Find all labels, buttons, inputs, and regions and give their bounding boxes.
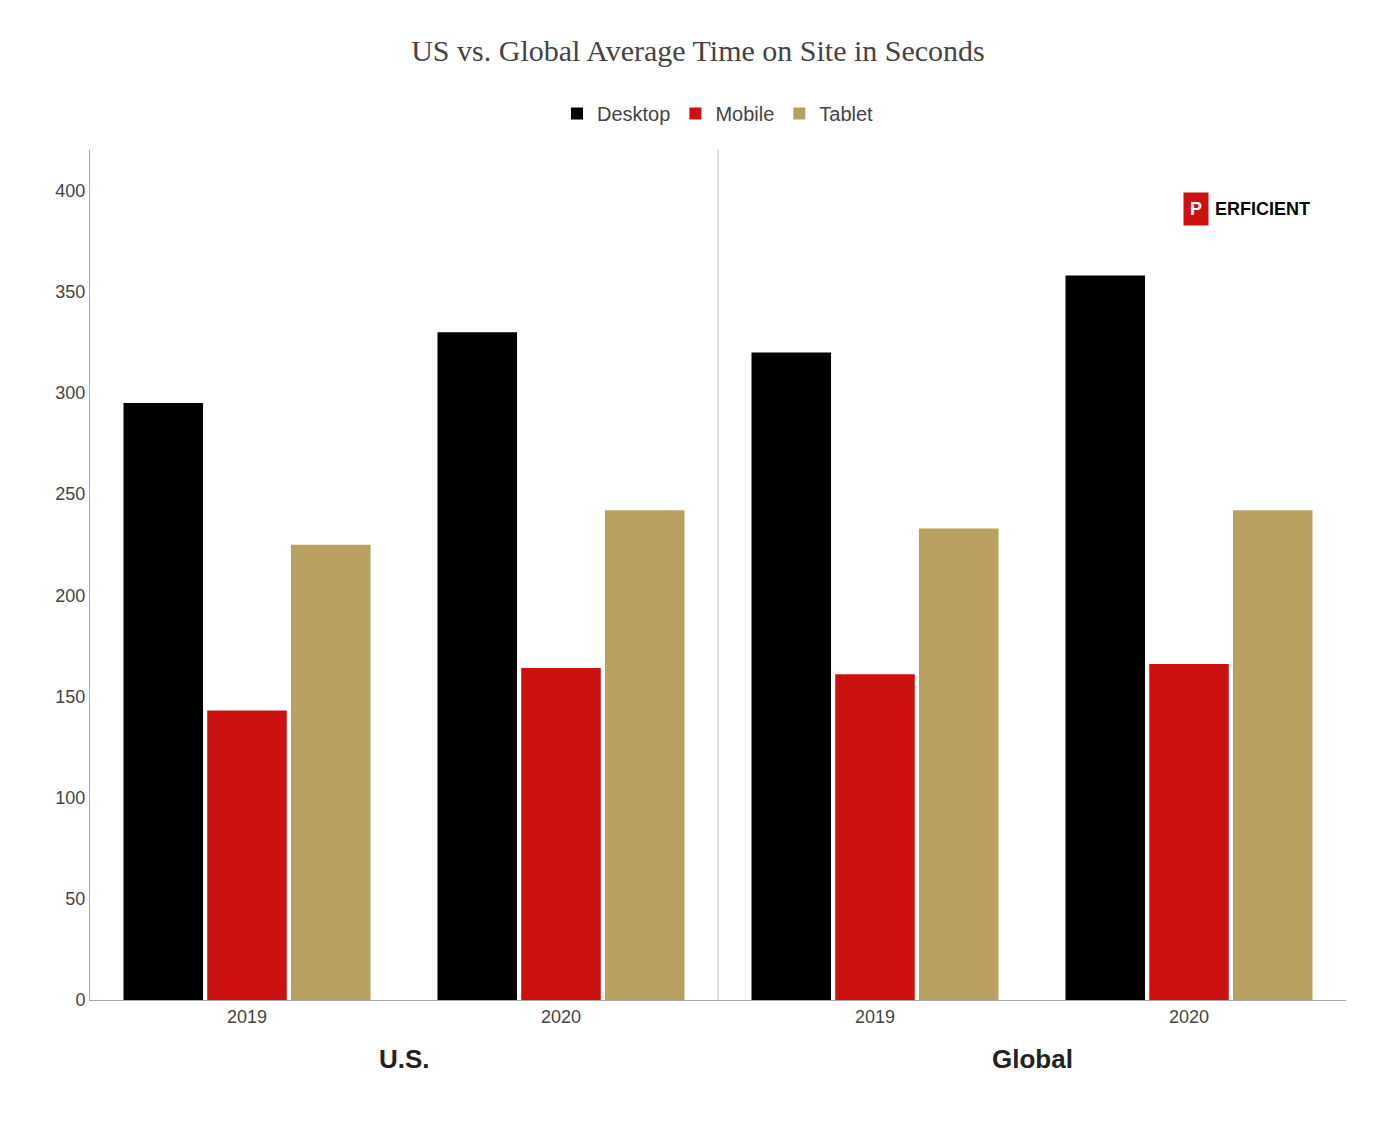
svg-text:2020: 2020 xyxy=(1169,1007,1209,1027)
svg-text:350: 350 xyxy=(55,282,85,302)
svg-text:50: 50 xyxy=(65,889,85,909)
svg-text:200: 200 xyxy=(55,586,85,606)
svg-text:P: P xyxy=(1190,199,1202,219)
svg-text:400: 400 xyxy=(55,181,85,201)
svg-text:Desktop: Desktop xyxy=(597,103,670,125)
svg-text:2020: 2020 xyxy=(541,1007,581,1027)
svg-text:Global: Global xyxy=(992,1044,1073,1074)
svg-text:Mobile: Mobile xyxy=(715,103,774,125)
svg-text:U.S.: U.S. xyxy=(379,1044,430,1074)
svg-text:ERFICIENT: ERFICIENT xyxy=(1215,199,1310,219)
svg-text:100: 100 xyxy=(55,788,85,808)
svg-text:Tablet: Tablet xyxy=(819,103,873,125)
svg-text:0: 0 xyxy=(75,990,85,1010)
svg-text:2019: 2019 xyxy=(227,1007,267,1027)
svg-text:2019: 2019 xyxy=(855,1007,895,1027)
svg-text:US vs. Global Average Time on: US vs. Global Average Time on Site in Se… xyxy=(411,34,985,67)
svg-text:250: 250 xyxy=(55,484,85,504)
svg-text:300: 300 xyxy=(55,383,85,403)
svg-text:150: 150 xyxy=(55,687,85,707)
